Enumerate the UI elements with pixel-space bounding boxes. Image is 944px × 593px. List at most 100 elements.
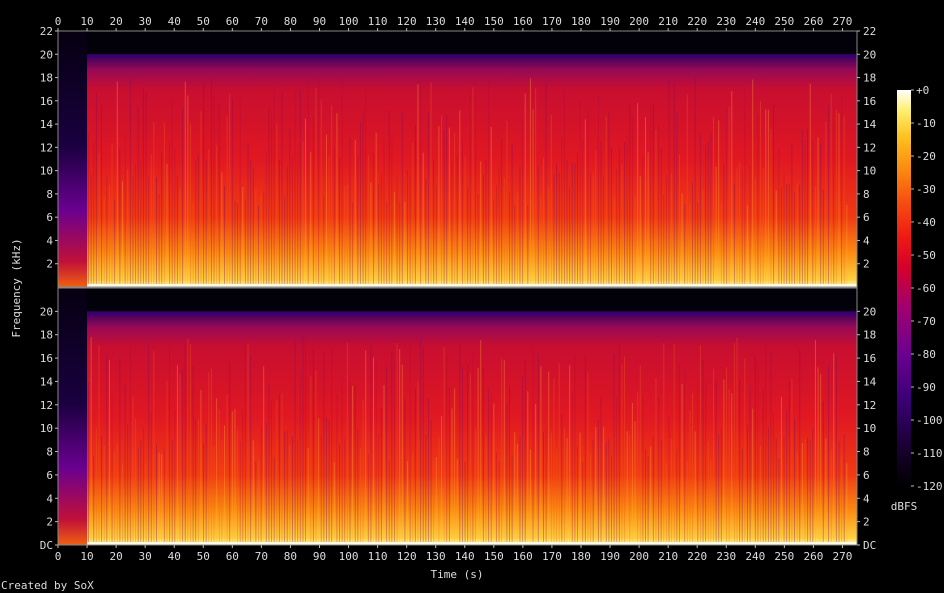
x-tick-label-top: 230	[716, 15, 736, 28]
x-tick-label-top: 140	[455, 15, 475, 28]
colorbar-ticks: +0 -10 -20 -30 -40 -50 -60 -70 -80 -90 -100 -110 -12…	[911, 84, 943, 493]
channel-panel-2	[57, 287, 858, 546]
x-tick-label-top: 160	[513, 15, 533, 28]
x-tick-label-bottom: 270	[833, 550, 853, 563]
x-tick-label-top: 260	[803, 15, 823, 28]
x-tick-label-bottom: 200	[629, 550, 649, 563]
x-tick-label-bottom: 260	[803, 550, 823, 563]
y-tick-label-right: 8	[863, 188, 870, 201]
x-tick-label-top: 190	[600, 15, 620, 28]
spectral-region	[87, 311, 857, 545]
colorbar-tick-label: -10	[916, 117, 936, 130]
x-tick-label-top: 180	[571, 15, 591, 28]
colorbar-tick-label: -120	[916, 480, 943, 493]
y-tick-label-left: 4	[46, 234, 53, 247]
x-tick-label-bottom: 250	[774, 550, 794, 563]
x-tick-label-bottom: 40	[168, 550, 181, 563]
x-tick-label-bottom: 220	[687, 550, 707, 563]
colorbar-tick-label: -60	[916, 282, 936, 295]
x-tick-label-bottom: 150	[484, 550, 504, 563]
y-tick-label-right: 6	[863, 211, 870, 224]
x-tick-label-bottom: 230	[716, 550, 736, 563]
x-tick-label-bottom: 0	[55, 550, 62, 563]
y-tick-label-left: 16	[40, 95, 53, 108]
x-tick-label-top: 60	[226, 15, 239, 28]
x-tick-label-top: 10	[80, 15, 93, 28]
x-tick-label-top: 130	[426, 15, 446, 28]
x-tick-label-top: 200	[629, 15, 649, 28]
x-tick-label-top: 270	[833, 15, 853, 28]
dc-band	[87, 284, 857, 287]
x-axis-title: Time (s)	[431, 568, 484, 581]
x-tick-label-bottom: 160	[513, 550, 533, 563]
x-tick-label-bottom: 10	[80, 550, 93, 563]
y-tick-label-right: 12	[863, 399, 876, 412]
y-tick-label-left: 14	[40, 375, 54, 388]
y-tick-label-right: 4	[863, 234, 870, 247]
y-tick-label-right: 10	[863, 165, 876, 178]
cutoff-edge	[87, 311, 857, 316]
y-tick-label-left: 18	[40, 329, 53, 342]
y-tick-label-left: 2	[46, 516, 53, 529]
y-tick-label-right: 20	[863, 305, 876, 318]
x-tick-label-bottom: 50	[197, 550, 210, 563]
x-tick-label-bottom: 90	[313, 550, 326, 563]
colorbar-tick-label: -110	[916, 447, 943, 460]
y-axis-title: Frequency (kHz)	[10, 238, 23, 337]
y-tick-label-left: 20	[40, 305, 53, 318]
x-tick-label-bottom: 170	[542, 550, 562, 563]
colorbar-tick-label: -40	[916, 216, 936, 229]
colorbar	[897, 90, 911, 486]
x-tick-label-bottom: 30	[139, 550, 152, 563]
y-tick-label-left: DC	[40, 539, 53, 552]
x-tick-label-bottom: 140	[455, 550, 475, 563]
colorbar-tick-label: -100	[916, 414, 943, 427]
x-tick-label-top: 120	[397, 15, 417, 28]
panel-frame	[57, 287, 858, 546]
x-tick-label-top: 0	[55, 15, 62, 28]
cutoff-edge	[87, 54, 857, 59]
x-tick-label-top: 70	[255, 15, 268, 28]
y-tick-label-right: 4	[863, 492, 870, 505]
x-tick-label-bottom: 240	[745, 550, 765, 563]
x-tick-label-bottom: 190	[600, 550, 620, 563]
x-tick-label-top: 240	[745, 15, 765, 28]
dc-band	[87, 542, 857, 545]
y-tick-label-right: 18	[863, 72, 876, 85]
x-tick-label-top: 30	[139, 15, 152, 28]
y-tick-label-left: 16	[40, 352, 53, 365]
x-tick-label-top: 20	[109, 15, 122, 28]
y-tick-label-right: 14	[863, 118, 877, 131]
y-tick-label-right: 8	[863, 446, 870, 459]
spectral-region	[58, 288, 88, 545]
colorbar-tick-label: -50	[916, 249, 936, 262]
spectral-region	[58, 31, 88, 287]
transient-streaks	[88, 336, 848, 545]
colorbar-tick-label: -90	[916, 381, 936, 394]
credit-text: Created by SoX	[1, 579, 94, 592]
x-tick-label-bottom: 100	[339, 550, 359, 563]
x-tick-label-bottom: 210	[658, 550, 678, 563]
y-tick-label-right: 16	[863, 352, 876, 365]
colorbar-tick-label: +0	[916, 84, 929, 97]
x-tick-label-bottom: 60	[226, 550, 239, 563]
y-tick-label-right: 20	[863, 48, 876, 61]
y-tick-label-right: 10	[863, 422, 876, 435]
y-tick-label-right: 22	[863, 25, 876, 38]
x-tick-label-bottom: 120	[397, 550, 417, 563]
x-tick-label-top: 80	[284, 15, 297, 28]
y-tick-label-right: 2	[863, 516, 870, 529]
y-tick-label-left: 14	[40, 118, 54, 131]
x-tick-label-top: 170	[542, 15, 562, 28]
y-tick-label-right: DC	[863, 539, 876, 552]
y-tick-label-left: 12	[40, 399, 53, 412]
y-tick-label-right: 14	[863, 375, 877, 388]
y-tick-label-left: 20	[40, 48, 53, 61]
x-tick-label-bottom: 180	[571, 550, 591, 563]
spectral-region	[87, 54, 857, 287]
colorbar-tick-label: -30	[916, 183, 936, 196]
x-tick-label-top: 90	[313, 15, 326, 28]
x-tick-label-top: 50	[197, 15, 210, 28]
panel-frame	[57, 30, 858, 288]
